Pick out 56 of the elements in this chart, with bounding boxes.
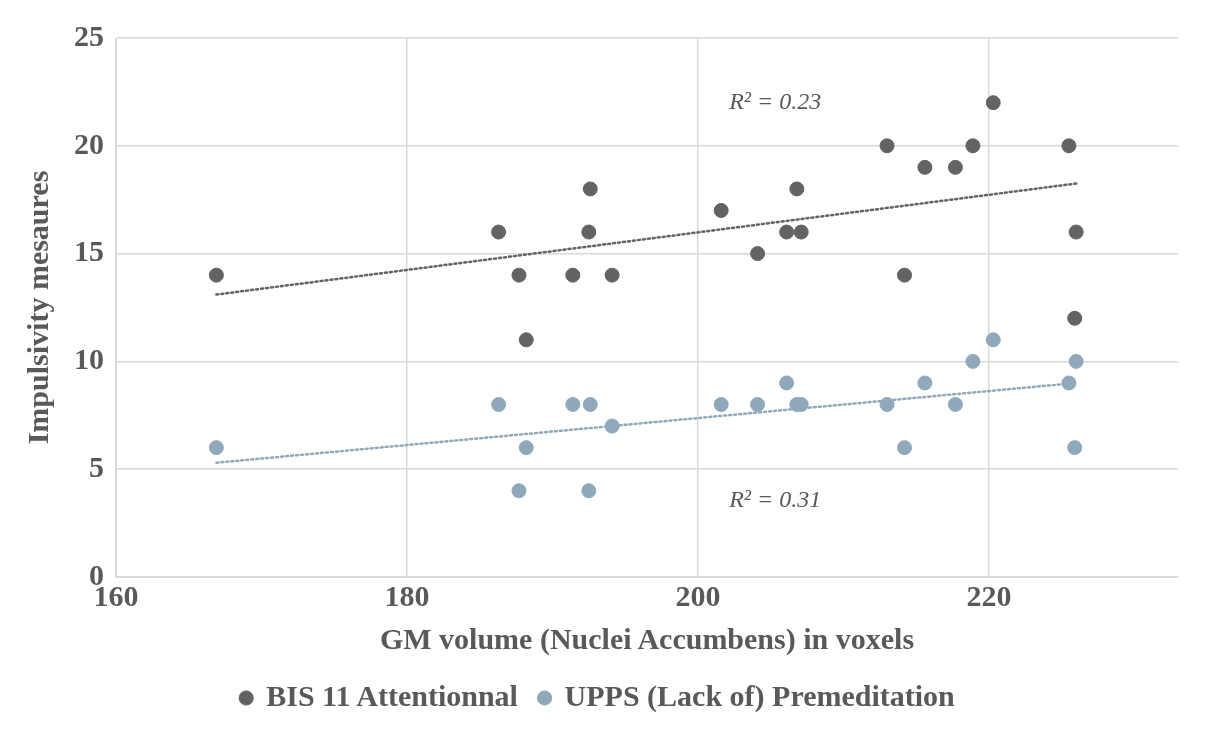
point <box>1067 310 1083 326</box>
point <box>582 397 598 413</box>
point <box>604 418 620 434</box>
point <box>947 397 963 413</box>
legend-label: BIS 11 Attentionnal <box>266 678 518 712</box>
point <box>604 267 620 283</box>
x-tick-label: 180 <box>384 578 430 612</box>
point <box>779 375 795 391</box>
x-axis-title: GM volume (Nuclei Accumbens) in voxels <box>379 621 915 656</box>
point <box>879 397 895 413</box>
point <box>917 375 933 391</box>
point <box>208 267 224 283</box>
point <box>985 332 1001 348</box>
point <box>789 181 805 197</box>
x-tick-label: 220 <box>966 578 1012 612</box>
y-axis-title: Impulsivity mesaures <box>20 170 54 445</box>
y-tick-label: 5 <box>89 449 104 483</box>
point <box>1061 375 1077 391</box>
point <box>208 440 224 456</box>
point <box>897 440 912 456</box>
point <box>750 246 766 262</box>
point <box>1068 353 1084 369</box>
point <box>491 397 507 413</box>
point <box>511 483 527 499</box>
legend-label: UPPS (Lack of) Premeditation <box>564 678 956 713</box>
point <box>518 332 534 348</box>
point <box>713 202 729 218</box>
point <box>518 440 534 456</box>
x-tick-label: 200 <box>675 578 721 612</box>
y-tick-label: 20 <box>74 126 104 160</box>
point <box>1061 138 1077 154</box>
point <box>793 224 809 240</box>
y-tick-label: 10 <box>74 342 104 376</box>
y-tick-label: 15 <box>74 234 104 268</box>
point <box>582 181 598 197</box>
point <box>1068 224 1084 240</box>
point <box>581 224 597 240</box>
point <box>713 397 729 413</box>
point <box>779 224 795 240</box>
point <box>897 267 912 283</box>
y-tick-label: 25 <box>74 18 104 52</box>
point <box>491 224 507 240</box>
annotation: R² = 0.23 <box>728 87 822 114</box>
annotation: R² = 0.31 <box>728 486 822 513</box>
point <box>581 483 597 499</box>
point <box>511 267 527 283</box>
point <box>879 138 895 154</box>
point <box>917 159 933 175</box>
point <box>565 267 581 283</box>
point <box>565 397 581 413</box>
point <box>1067 440 1083 456</box>
point <box>750 397 766 413</box>
point <box>947 159 963 175</box>
point <box>965 138 981 154</box>
point <box>985 95 1001 111</box>
point <box>965 353 981 369</box>
